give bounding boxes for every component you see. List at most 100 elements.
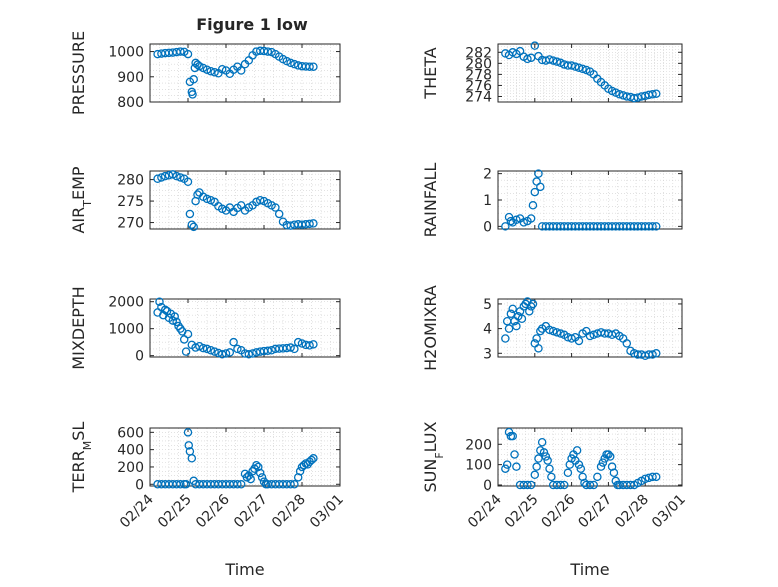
data-point (236, 480, 246, 489)
data-point (286, 343, 295, 352)
y-axis-label: MIXDEPTH (69, 286, 88, 369)
subplot-air-temp: 270 275 280 AIRTEMP (69, 166, 341, 234)
y-tick-label: 280 (465, 56, 492, 72)
x-tick-label: 02/26 (539, 491, 579, 531)
y-axis-label: THETA (421, 47, 440, 99)
x-tick-label: 03/01 (649, 492, 689, 532)
data-point (565, 460, 575, 469)
data-point (501, 334, 510, 343)
data-point (267, 346, 276, 355)
y-tick-label: 278 (465, 67, 492, 83)
data-point (589, 480, 598, 490)
data-point (556, 329, 565, 338)
x-tick-label: 02/24 (117, 491, 157, 531)
y-tick-label: 280 (117, 173, 144, 189)
x-tick-label: 02/27 (575, 492, 615, 532)
data-point (648, 472, 657, 482)
data-point (517, 314, 527, 323)
data-point (593, 472, 602, 482)
data-point (501, 464, 510, 473)
data-point (605, 452, 615, 461)
y-tick-label: 0 (135, 349, 144, 365)
data-point (609, 468, 619, 478)
y-tick-label: 5 (483, 297, 492, 313)
y-axis-label: RAINFALL (421, 163, 440, 238)
data-point (153, 174, 162, 183)
data-point (567, 334, 576, 343)
data-point (202, 194, 212, 204)
data-point (651, 349, 661, 358)
data-point (543, 456, 552, 465)
y-axis-label: H2OMIXRA (421, 285, 440, 371)
data-point (290, 480, 299, 489)
y-tick-label: 2000 (108, 295, 144, 311)
data-point (309, 454, 318, 463)
data-point (176, 47, 185, 56)
data-point (532, 462, 541, 471)
data-point (189, 222, 198, 232)
data-point (309, 62, 318, 71)
data-point (651, 222, 661, 231)
data-point (307, 455, 316, 465)
data-point (536, 182, 545, 192)
data-point (293, 473, 303, 482)
data-point (615, 90, 624, 99)
data-point (506, 309, 516, 319)
y-tick-label: 276 (465, 78, 492, 94)
data-point (217, 350, 227, 359)
data-point (501, 222, 510, 231)
x-tick-label: 02/27 (231, 492, 271, 532)
data-point (541, 452, 551, 461)
data-point (202, 344, 212, 354)
data-point (648, 222, 657, 231)
data-point (537, 437, 547, 447)
data-point (534, 344, 543, 353)
data-point (526, 214, 536, 223)
y-tick-label: 282 (465, 45, 492, 61)
data-point (532, 334, 541, 343)
data-point (244, 350, 254, 359)
data-point (263, 47, 273, 56)
data-point (183, 329, 193, 339)
figure-title: Figure 1 low (196, 15, 308, 34)
data-point (305, 219, 314, 229)
data-point (578, 64, 587, 74)
y-tick-label: 1000 (108, 322, 144, 338)
data-point (255, 468, 265, 478)
data-point (206, 346, 216, 355)
y-tick-label: 400 (117, 443, 144, 459)
y-tick-label: 900 (117, 70, 144, 86)
data-point (547, 472, 556, 482)
y-tick-label: 2 (483, 167, 492, 183)
x-tick-label: 02/25 (155, 492, 195, 532)
data-point (523, 480, 532, 490)
data-point (526, 480, 536, 490)
data-point (297, 339, 307, 348)
data-point (512, 462, 521, 471)
data-point (506, 216, 516, 226)
data-point (604, 450, 613, 459)
data-point (198, 343, 208, 353)
y-tick-label: 200 (117, 460, 144, 476)
data-point (184, 441, 194, 450)
data-point (183, 177, 193, 186)
y-tick-label: 600 (117, 425, 144, 441)
axes-frame (149, 170, 341, 230)
subplot-mixdepth: 0 1000 2000 MIXDEPTH (69, 286, 341, 370)
data-point (183, 49, 193, 59)
data-point (512, 321, 521, 331)
data-point (622, 339, 632, 348)
data-point (512, 215, 521, 225)
data-point (286, 480, 295, 489)
data-point (508, 304, 517, 314)
data-point (574, 336, 584, 346)
data-point (534, 454, 543, 463)
y-tick-label: 3 (483, 346, 492, 362)
data-point (233, 480, 242, 489)
subplot-rainfall: 0 1 2 RAINFALL (421, 163, 683, 238)
data-point (530, 41, 540, 50)
data-point (545, 464, 554, 473)
y-tick-label: 100 (465, 458, 492, 474)
